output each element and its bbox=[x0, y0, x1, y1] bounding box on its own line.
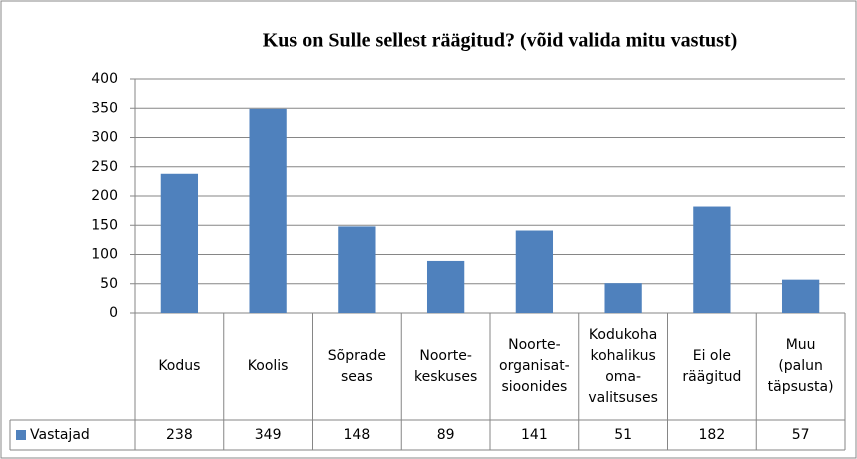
y-tick-label: 400 bbox=[91, 71, 118, 87]
table-value: 89 bbox=[437, 427, 455, 443]
x-tick-label: Kodus bbox=[158, 358, 201, 374]
table-value: 51 bbox=[614, 427, 632, 443]
bar bbox=[515, 230, 554, 313]
bar bbox=[338, 226, 376, 313]
category-cell: Koolis bbox=[247, 358, 289, 374]
x-tick-label: Sõprade seas bbox=[327, 347, 386, 385]
bar bbox=[604, 283, 642, 313]
category-cell: Muu (palun täpsusta) bbox=[767, 337, 834, 395]
legend-label: Vastajad bbox=[30, 427, 90, 443]
y-tick-label: 200 bbox=[91, 188, 118, 204]
y-tick-label: 150 bbox=[91, 217, 118, 233]
x-tick-label: Muu (palun täpsusta) bbox=[767, 337, 834, 395]
category-cell: Kodukoha kohalikus oma- valitsuses bbox=[588, 326, 658, 406]
chart-title: Kus on Sulle sellest räägitud? (võid val… bbox=[263, 30, 738, 52]
legend-key bbox=[16, 430, 26, 440]
bar bbox=[160, 173, 199, 313]
table-value: 182 bbox=[699, 427, 726, 443]
category-cell: Kodus bbox=[158, 358, 201, 374]
category-cell: Noorte- organisat- sioonides bbox=[499, 337, 570, 395]
x-tick-label: Noorte- keskuses bbox=[413, 347, 478, 385]
y-tick-label: 300 bbox=[91, 130, 118, 146]
y-tick-label: 250 bbox=[91, 159, 118, 175]
bar bbox=[249, 108, 287, 314]
category-cell: Ei ole räägitud bbox=[682, 347, 742, 385]
y-tick-label: 350 bbox=[91, 100, 118, 116]
bar bbox=[426, 260, 465, 313]
table-value: 349 bbox=[255, 427, 282, 443]
category-cell: Sõprade seas bbox=[327, 347, 386, 385]
table-value: 57 bbox=[792, 427, 810, 443]
bar bbox=[693, 206, 731, 313]
table-value: 238 bbox=[166, 427, 193, 443]
x-tick-label: Ei ole räägitud bbox=[682, 347, 742, 385]
y-tick-label: 100 bbox=[91, 247, 118, 263]
x-tick-label: Kodukoha kohalikus oma- valitsuses bbox=[588, 326, 658, 406]
x-tick-label: Koolis bbox=[247, 358, 289, 374]
category-cell: Noorte- keskuses bbox=[413, 347, 478, 385]
table-value: 141 bbox=[521, 427, 548, 443]
y-tick-label: 50 bbox=[100, 276, 118, 292]
y-tick-label: 0 bbox=[109, 305, 118, 321]
x-tick-label: Noorte- organisat- sioonides bbox=[499, 337, 570, 395]
table-value: 148 bbox=[344, 427, 371, 443]
bar bbox=[781, 279, 820, 313]
